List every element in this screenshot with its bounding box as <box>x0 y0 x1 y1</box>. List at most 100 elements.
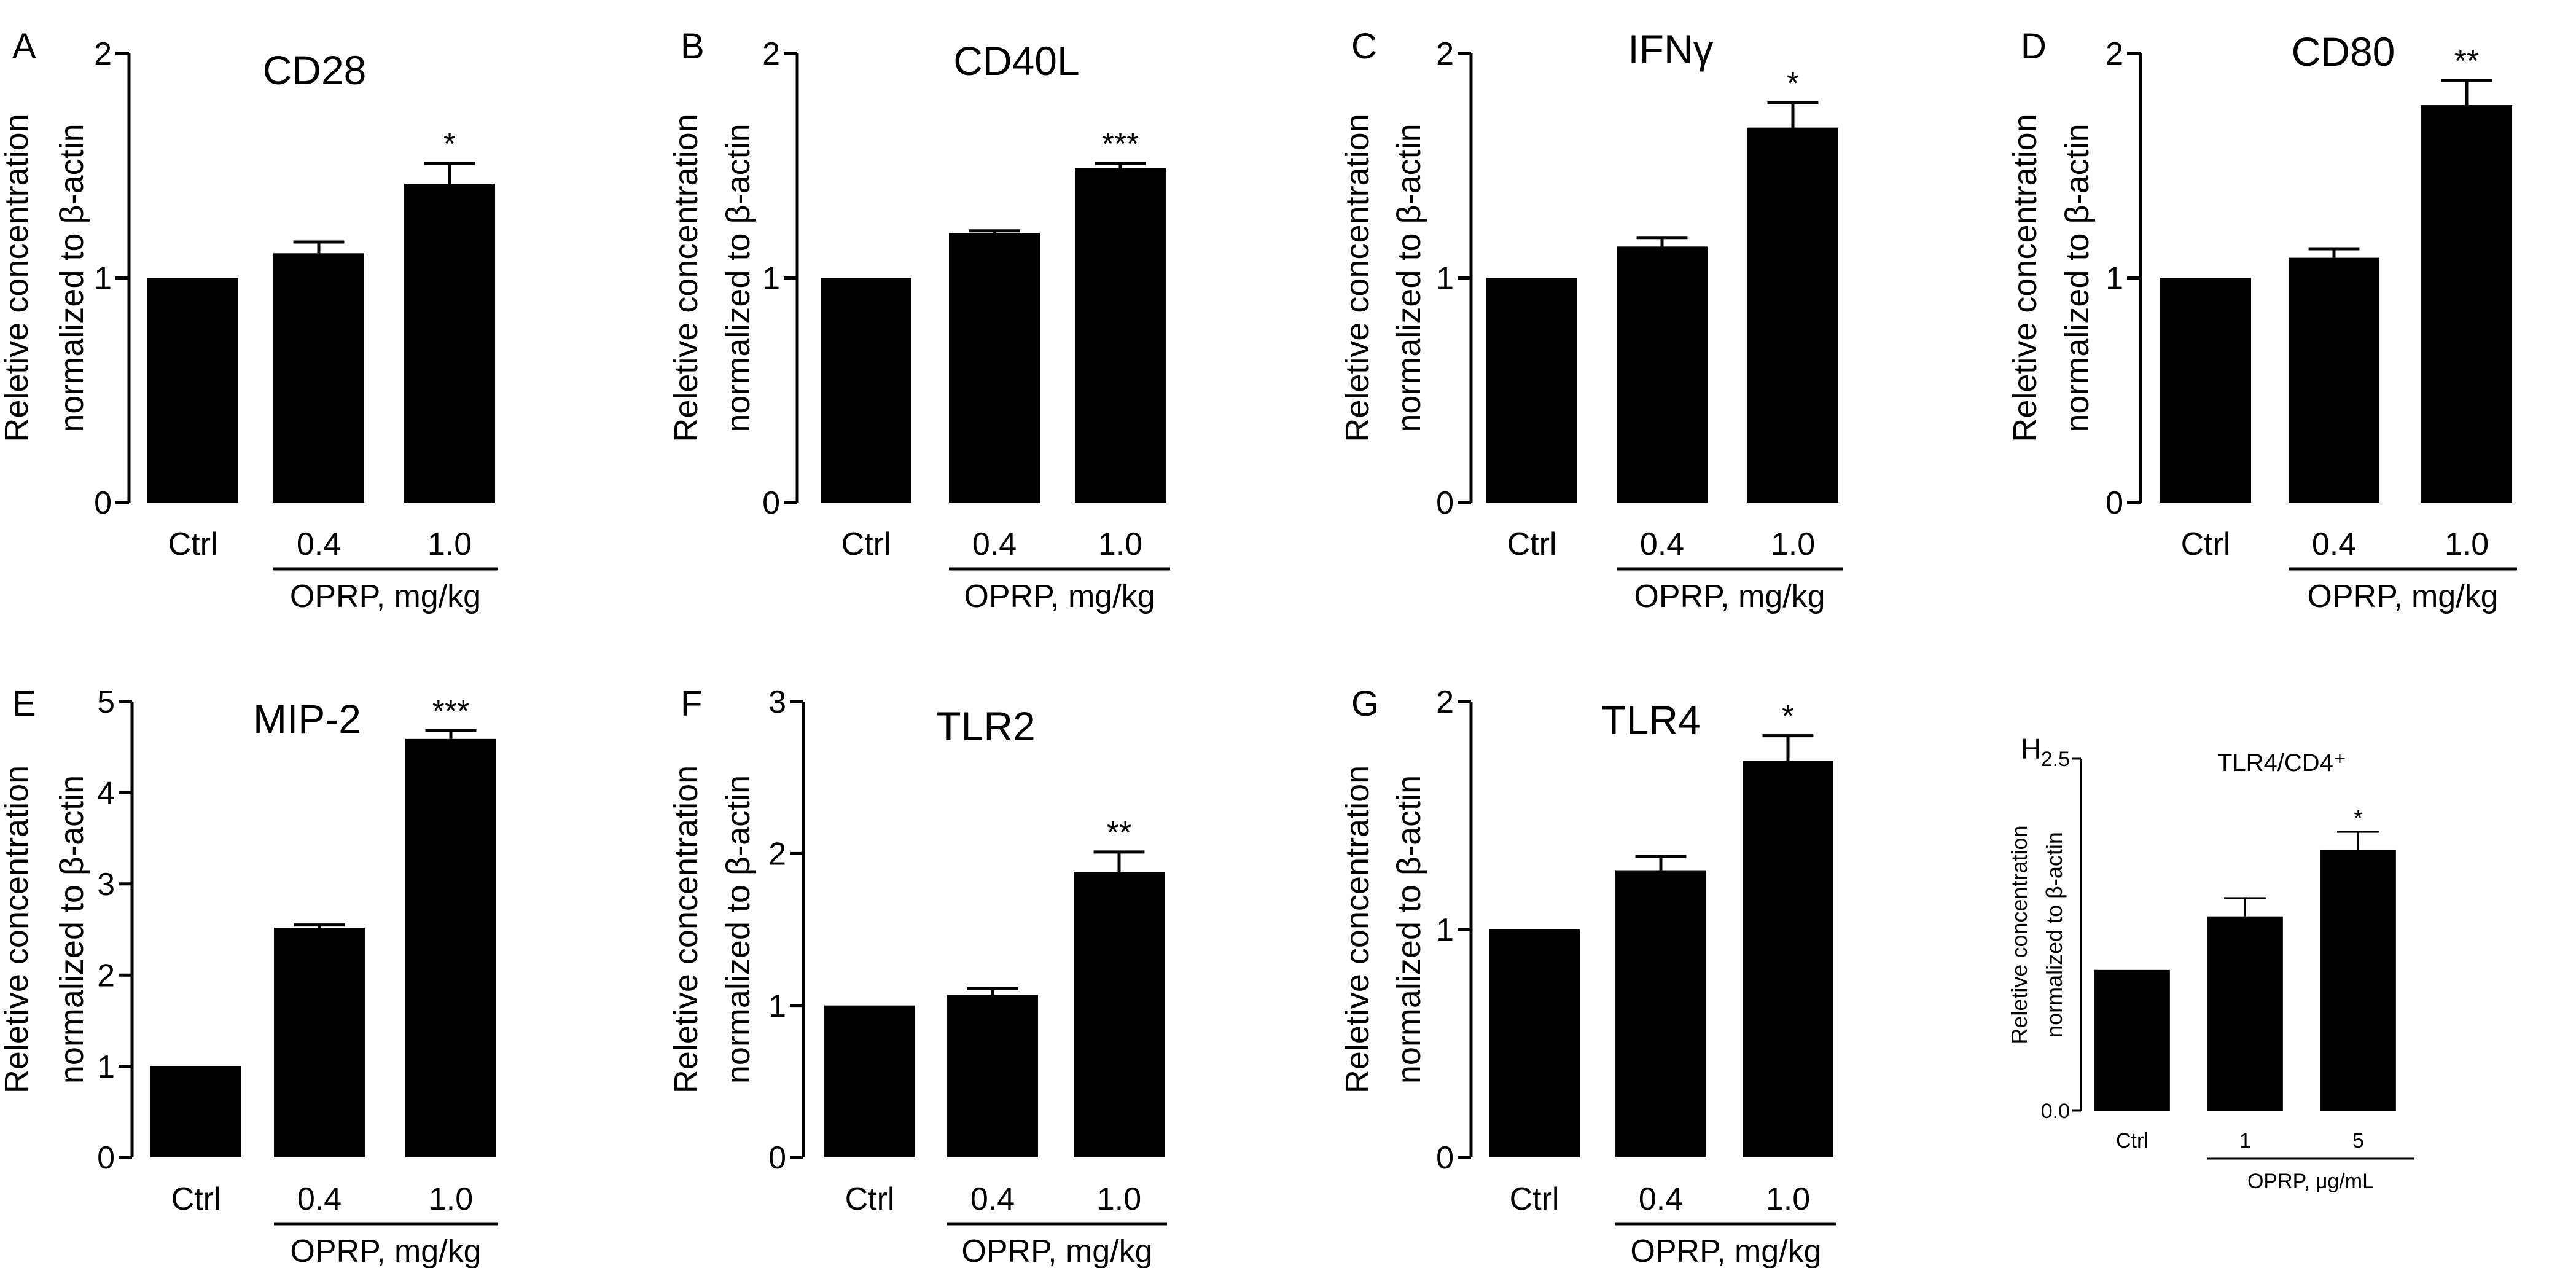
bar-B-1.0 <box>1075 168 1166 503</box>
significance-G-2: * <box>1782 699 1794 735</box>
panel-letter-B: B <box>681 26 704 66</box>
y-tick-label-B-1: 1 <box>762 261 780 297</box>
x-tick-label-B-2: 1.0 <box>1098 526 1142 562</box>
y-tick-label-B-0: 0 <box>762 485 780 521</box>
bar-B-Ctrl <box>821 278 911 503</box>
x-tick-label-E-2: 1.0 <box>429 1181 473 1217</box>
x-tick-label-H-2: 5 <box>2352 1129 2364 1153</box>
x-tick-label-E-0: Ctrl <box>171 1181 221 1217</box>
chart-title-E: MIP-2 <box>253 696 361 742</box>
y-tick-label-E-4: 4 <box>97 776 115 812</box>
y-tick-label-A-1: 1 <box>94 261 112 297</box>
bar-G-Ctrl <box>1489 929 1580 1157</box>
significance-C-2: * <box>1787 66 1799 101</box>
bar-C-0.4 <box>1617 246 1708 503</box>
bar-A-0.4 <box>273 253 364 503</box>
x-tick-label-B-0: Ctrl <box>841 526 891 562</box>
bar-A-1.0 <box>404 183 495 503</box>
chart-title-F: TLR2 <box>936 703 1035 749</box>
x-tick-label-A-0: Ctrl <box>168 526 218 562</box>
chart-title-D: CD80 <box>2292 29 2395 74</box>
y-axis-label-C-1: normalized to β-actin <box>1391 123 1427 432</box>
chart-title-G: TLR4 <box>1601 697 1700 743</box>
chart-title-B: CD40L <box>953 38 1079 84</box>
significance-B-2: *** <box>1102 127 1139 162</box>
bar-F-1.0 <box>1074 872 1165 1157</box>
group-label-B: OPRP, mg/kg <box>964 579 1155 614</box>
y-axis-label-G-0: Reletive concentration <box>1339 765 1376 1094</box>
x-tick-label-F-1: 0.4 <box>970 1181 1015 1217</box>
bar-E-Ctrl <box>150 1066 241 1157</box>
y-tick-label-H-1: 2.5 <box>2041 748 2070 771</box>
bar-E-1.0 <box>405 738 496 1157</box>
y-tick-label-F-1: 1 <box>768 988 786 1024</box>
y-tick-label-F-2: 2 <box>768 837 786 872</box>
bar-C-1.0 <box>1747 127 1838 503</box>
group-label-E: OPRP, mg/kg <box>290 1234 481 1268</box>
y-tick-label-C-1: 1 <box>1436 261 1454 297</box>
bar-H-Ctrl <box>2094 969 2170 1111</box>
x-tick-label-H-0: Ctrl <box>2116 1129 2149 1153</box>
y-tick-label-C-0: 0 <box>1436 485 1454 521</box>
y-axis-label-F-1: normalized to β-actin <box>720 775 757 1084</box>
x-tick-label-E-1: 0.4 <box>297 1181 342 1217</box>
x-tick-label-F-0: Ctrl <box>845 1181 895 1217</box>
group-label-D: OPRP, mg/kg <box>2307 579 2498 614</box>
x-tick-label-G-1: 0.4 <box>1639 1181 1683 1217</box>
x-tick-label-G-2: 1.0 <box>1766 1181 1810 1217</box>
x-tick-label-C-0: Ctrl <box>1507 526 1557 562</box>
y-axis-label-F-0: Reletive concentration <box>668 765 704 1094</box>
panel-letter-D: D <box>2021 26 2047 66</box>
y-axis-label-A-0: Reletive concentration <box>0 114 35 442</box>
bar-D-Ctrl <box>2160 278 2251 503</box>
group-label-F: OPRP, mg/kg <box>961 1234 1152 1268</box>
panel-letter-A: A <box>12 26 36 66</box>
y-axis-label-E-1: normalized to β-actin <box>53 775 90 1084</box>
y-axis-label-G-1: normalized to β-actin <box>1391 775 1427 1084</box>
panel-letter-C: C <box>1351 26 1377 66</box>
y-tick-label-E-5: 5 <box>97 684 115 720</box>
y-tick-label-D-1: 1 <box>2106 261 2123 297</box>
x-tick-label-C-1: 0.4 <box>1640 526 1684 562</box>
y-axis-label-H-0: Reletive concentration <box>2007 825 2032 1044</box>
bar-B-0.4 <box>949 233 1040 503</box>
group-label-H: OPRP, μg/mL <box>2247 1170 2374 1193</box>
y-tick-label-A-0: 0 <box>94 485 112 521</box>
x-tick-label-B-1: 0.4 <box>972 526 1017 562</box>
x-tick-label-A-2: 1.0 <box>427 526 472 562</box>
group-label-C: OPRP, mg/kg <box>1634 579 1825 614</box>
bar-G-1.0 <box>1743 761 1833 1157</box>
y-axis-label-B-1: normalized to β-actin <box>720 123 757 432</box>
bar-G-0.4 <box>1615 870 1706 1157</box>
y-tick-label-F-3: 3 <box>768 684 786 720</box>
bar-A-Ctrl <box>147 278 238 503</box>
y-tick-label-G-0: 0 <box>1436 1140 1454 1176</box>
y-axis-label-D-1: normalized to β-actin <box>2059 123 2096 432</box>
x-tick-label-H-1: 1 <box>2239 1129 2251 1153</box>
chart-title-A: CD28 <box>263 47 367 93</box>
x-tick-label-D-2: 1.0 <box>2445 526 2489 562</box>
y-axis-label-A-1: normalized to β-actin <box>53 123 90 432</box>
y-tick-label-E-0: 0 <box>97 1140 115 1176</box>
y-tick-label-A-2: 2 <box>94 36 112 72</box>
y-axis-label-E-0: Reletive concentration <box>0 765 35 1094</box>
panel-letter-E: E <box>12 684 36 724</box>
bar-D-1.0 <box>2421 105 2512 503</box>
significance-F-2: ** <box>1107 815 1131 851</box>
chart-title-C: IFNγ <box>1628 26 1713 72</box>
y-tick-label-E-2: 2 <box>97 958 115 993</box>
y-tick-label-D-0: 0 <box>2106 485 2123 521</box>
x-tick-label-F-2: 1.0 <box>1097 1181 1141 1217</box>
significance-D-2: ** <box>2454 44 2479 79</box>
y-tick-label-E-1: 1 <box>97 1049 115 1085</box>
bar-C-Ctrl <box>1486 278 1577 503</box>
panel-letter-G: G <box>1351 684 1379 724</box>
y-tick-label-F-0: 0 <box>768 1140 786 1176</box>
y-tick-label-C-2: 2 <box>1436 36 1454 72</box>
panel-letter-H: H <box>2021 733 2041 765</box>
y-tick-label-E-3: 3 <box>97 867 115 902</box>
bar-F-Ctrl <box>824 1005 915 1157</box>
chart-title-H: TLR4/CD4⁺ <box>2217 749 2346 777</box>
bar-E-0.4 <box>274 928 365 1157</box>
